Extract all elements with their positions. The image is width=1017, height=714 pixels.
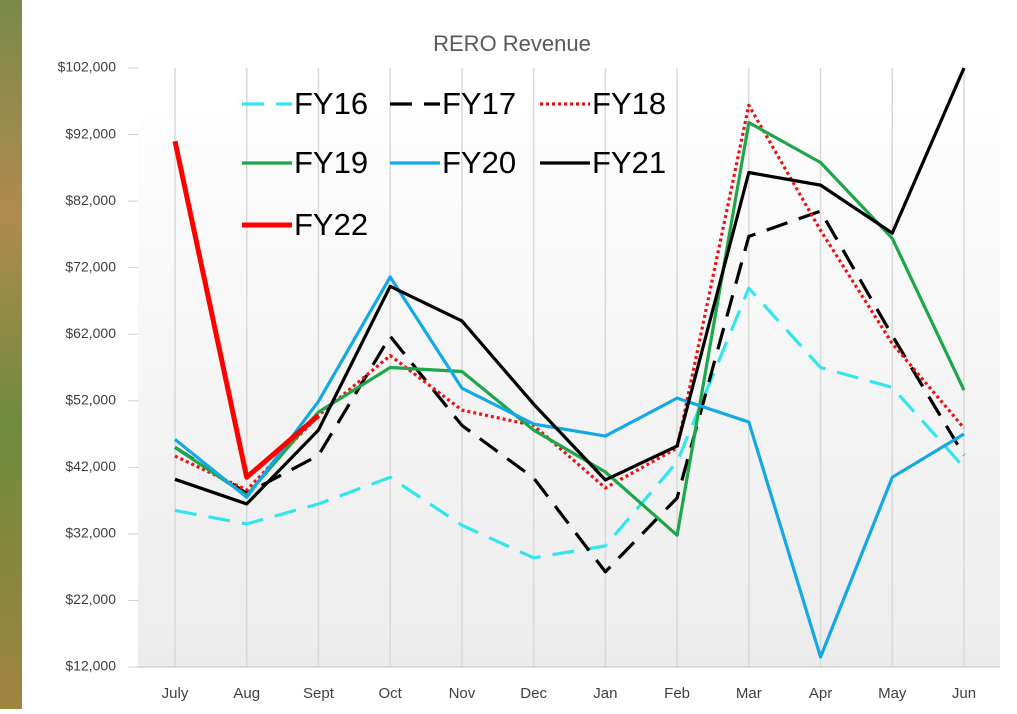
x-tick-label: Mar — [736, 685, 762, 702]
series-line — [174, 67, 966, 506]
x-tick-label: Sept — [303, 685, 335, 702]
legend-label: FY16 — [294, 86, 368, 121]
legend-label: FY18 — [592, 86, 666, 121]
x-tick-label: Apr — [809, 685, 832, 702]
series-line — [173, 275, 965, 659]
series-line — [172, 140, 321, 480]
legend-label: FY19 — [294, 145, 368, 180]
y-tick-label: $22,000 — [65, 591, 116, 607]
y-tick-label: $32,000 — [65, 525, 116, 541]
x-tick-label: Oct — [379, 685, 403, 702]
legend-label: FY21 — [592, 145, 666, 180]
series-line — [174, 103, 966, 492]
x-tick-label: May — [878, 685, 907, 702]
chart-title: RERO Revenue — [433, 31, 591, 56]
plot-area — [138, 68, 1000, 667]
x-tick-label: Nov — [449, 685, 476, 702]
x-tick-label: July — [162, 685, 189, 702]
y-tick-label: $82,000 — [65, 192, 116, 208]
background-photo — [0, 0, 22, 709]
y-tick-label: $102,000 — [58, 59, 117, 75]
legend-label: FY17 — [442, 86, 516, 121]
x-tick-label: Dec — [520, 685, 547, 702]
legend-label: FY22 — [294, 207, 368, 242]
y-tick-label: $72,000 — [65, 258, 116, 274]
y-tick-label: $52,000 — [65, 391, 116, 407]
series-line — [174, 286, 966, 560]
y-tick-label: $62,000 — [65, 325, 116, 341]
x-tick-label: Feb — [664, 685, 690, 702]
y-tick-label: $42,000 — [65, 458, 116, 474]
series-line — [174, 209, 966, 574]
y-tick-label: $12,000 — [65, 658, 116, 674]
legend-label: FY20 — [442, 145, 516, 180]
x-tick-label: Aug — [233, 685, 260, 702]
y-tick-label: $92,000 — [65, 125, 116, 141]
x-tick-label: Jan — [593, 685, 617, 702]
x-tick-label: Jun — [952, 685, 976, 702]
